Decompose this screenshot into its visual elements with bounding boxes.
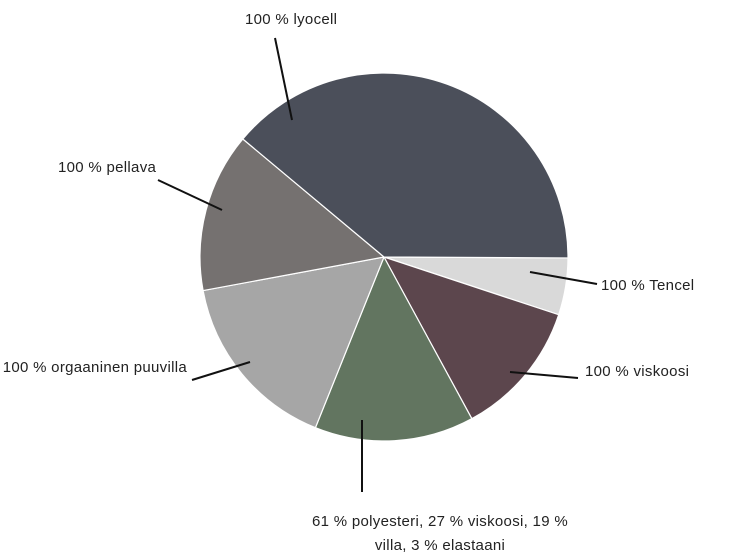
pie-slice — [314, 255, 473, 442]
pie-slice — [382, 255, 560, 420]
leader-line — [274, 37, 293, 121]
slice-label: 100 % pellava — [58, 159, 157, 176]
slice-label: 100 % viskoosi — [585, 363, 690, 380]
slice-label: 100 % lyocell — [245, 11, 338, 28]
pie-slice — [202, 256, 385, 429]
pie-slice — [199, 138, 386, 292]
slice-label: 61 % polyesteri, 27 % viskoosi, 19 % vil… — [312, 513, 568, 554]
leader-line — [509, 371, 579, 379]
leader-line — [191, 361, 251, 381]
slice-label: 100 % Tencel — [601, 277, 695, 294]
leader-line — [529, 271, 598, 285]
leader-line — [157, 179, 223, 211]
slice-label: 100 % orgaaninen puuvilla — [2, 359, 187, 376]
